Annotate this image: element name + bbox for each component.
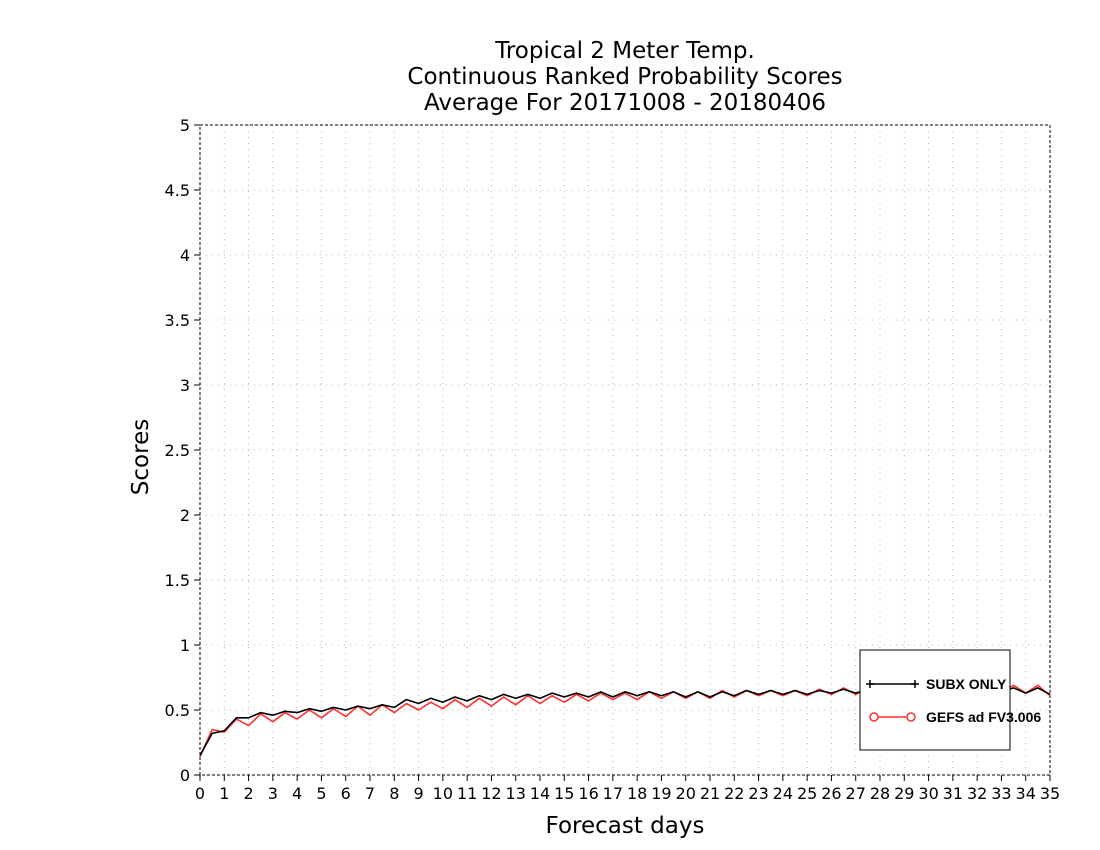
x-tick-label: 8 <box>389 784 399 803</box>
x-tick-label: 25 <box>797 784 817 803</box>
legend-marker-gefs-left <box>869 712 879 722</box>
x-tick-label: 13 <box>506 784 526 803</box>
x-tick-label: 3 <box>268 784 278 803</box>
x-tick-label: 33 <box>991 784 1011 803</box>
legend-marker-gefs-right <box>906 712 916 722</box>
x-tick-label: 12 <box>481 784 501 803</box>
x-axis-label: Forecast days <box>546 813 705 839</box>
x-tick-label: 10 <box>433 784 453 803</box>
x-tick-label: 22 <box>724 784 744 803</box>
x-tick-label: 32 <box>967 784 987 803</box>
x-tick-label: 21 <box>700 784 720 803</box>
x-tick-label: 20 <box>676 784 696 803</box>
x-tick-label: 15 <box>554 784 574 803</box>
y-tick-label: 1 <box>180 636 190 655</box>
x-tick-label: 6 <box>341 784 351 803</box>
y-tick-label: 4.5 <box>165 181 190 200</box>
legend-marker-subx <box>866 680 919 688</box>
x-tick-label: 24 <box>773 784 793 803</box>
y-tick-label: 4 <box>180 246 190 265</box>
x-tick-label: 2 <box>243 784 253 803</box>
y-tick-label: 5 <box>180 116 190 135</box>
x-tick-label: 23 <box>748 784 768 803</box>
x-tick-label: 16 <box>578 784 598 803</box>
x-tick-label: 27 <box>846 784 866 803</box>
x-tick-label: 5 <box>316 784 326 803</box>
x-tick-label: 11 <box>457 784 477 803</box>
x-axis-ticks: 0 1 2 3 4 5 6 7 8 9 10 11 12 13 14 15 16 17 18 19 20 21 22 23 24… <box>195 775 1060 803</box>
y-tick-label: 2.5 <box>165 441 190 460</box>
y-axis-ticks: 0 0.5 1 1.5 2 2.5 3 3.5 4 4.5 5 <box>165 116 200 785</box>
y-axis-label: Scores <box>128 419 154 495</box>
y-tick-label: 0.5 <box>165 701 190 720</box>
x-tick-label: 29 <box>894 784 914 803</box>
title-line-3: Average For 20171008 - 20180406 <box>424 90 826 116</box>
x-tick-label: 4 <box>292 784 302 803</box>
x-tick-label: 30 <box>918 784 938 803</box>
y-tick-label: 3.5 <box>165 311 190 330</box>
x-tick-label: 0 <box>195 784 205 803</box>
legend-label-subx: SUBX ONLY <box>926 676 1007 692</box>
x-tick-label: 19 <box>651 784 671 803</box>
x-tick-label: 18 <box>627 784 647 803</box>
title-line-2: Continuous Ranked Probability Scores <box>407 64 842 90</box>
y-tick-label: 0 <box>180 766 190 785</box>
legend-box <box>859 649 1011 751</box>
legend-label-gefs: GEFS ad FV3.006 <box>926 709 1041 725</box>
x-tick-label: 28 <box>870 784 890 803</box>
y-tick-label: 1.5 <box>165 571 190 590</box>
title-line-1: Tropical 2 Meter Temp. <box>494 38 755 64</box>
x-tick-label: 1 <box>219 784 229 803</box>
x-tick-label: 7 <box>365 784 375 803</box>
y-tick-label: 3 <box>180 376 190 395</box>
chart-legend: SUBX ONLY GEFS ad FV3.006 <box>859 649 1041 751</box>
x-tick-label: 34 <box>1016 784 1036 803</box>
x-tick-label: 31 <box>943 784 963 803</box>
y-tick-label: 2 <box>180 506 190 525</box>
chart-title: Tropical 2 Meter Temp. Continuous Ranked… <box>407 38 842 116</box>
x-tick-label: 26 <box>821 784 841 803</box>
x-tick-label: 9 <box>413 784 423 803</box>
x-tick-label: 17 <box>603 784 623 803</box>
x-tick-label: 35 <box>1040 784 1060 803</box>
x-tick-label: 14 <box>530 784 550 803</box>
